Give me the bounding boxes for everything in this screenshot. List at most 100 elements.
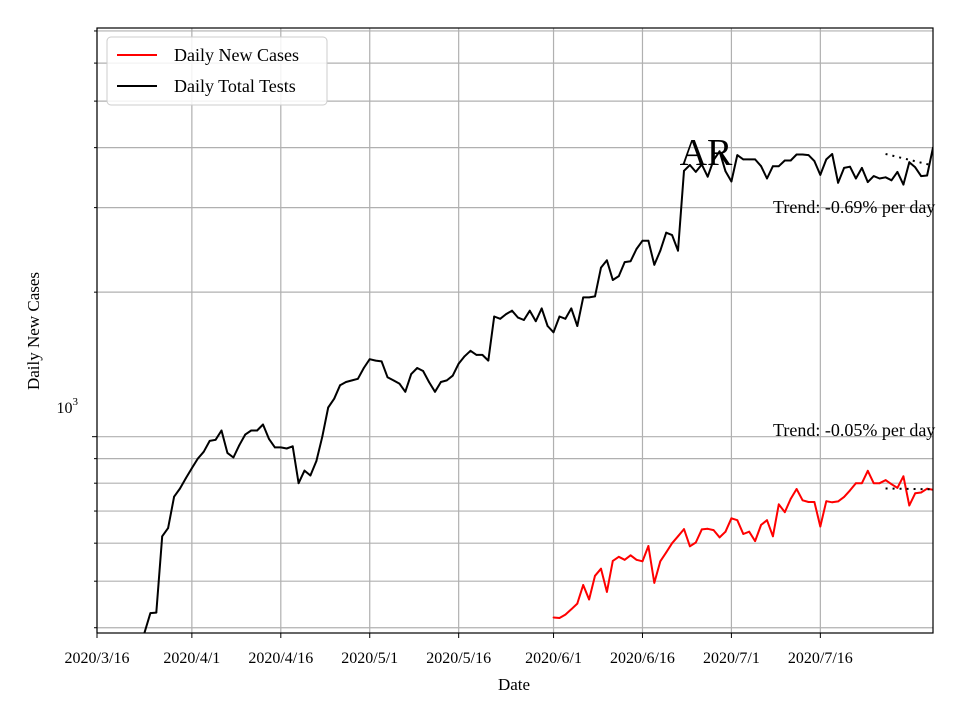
data-point-cases <box>700 528 703 531</box>
x-axis-title: Date <box>498 675 530 694</box>
x-tick-label: 2020/7/16 <box>788 650 853 667</box>
data-point-cases <box>641 560 644 563</box>
data-point-tests <box>345 381 347 383</box>
data-point-cases <box>938 484 940 486</box>
x-tick-label: 2020/5/1 <box>341 650 398 667</box>
data-point-tests <box>196 457 199 460</box>
data-point-tests <box>303 469 306 472</box>
data-point-tests <box>837 181 839 184</box>
data-point-tests <box>357 377 359 380</box>
data-point-tests <box>179 487 181 490</box>
data-point-cases <box>902 475 905 478</box>
data-point-tests <box>487 359 490 362</box>
data-point-tests <box>392 379 395 382</box>
data-point-tests <box>878 177 881 180</box>
series-layer <box>143 146 946 633</box>
data-point-tests <box>475 354 478 356</box>
data-point-tests <box>926 174 928 177</box>
data-point-tests <box>671 234 673 237</box>
data-point-tests <box>760 165 762 168</box>
data-point-tests <box>368 358 371 361</box>
data-point-tests <box>801 153 804 156</box>
data-point-tests <box>285 447 288 450</box>
data-point-tests <box>202 450 205 453</box>
data-point-cases <box>783 511 786 514</box>
data-point-cases <box>849 489 851 492</box>
data-point-tests <box>161 535 164 538</box>
data-point-tests <box>428 381 430 383</box>
data-point-tests <box>220 429 223 432</box>
trend-cases-label: Trend: -0.05% per day <box>773 420 935 440</box>
x-tick-label: 2020/3/16 <box>65 650 130 667</box>
data-point-cases <box>665 551 668 554</box>
data-point-cases <box>629 554 632 557</box>
data-point-cases <box>866 469 869 472</box>
data-point-cases <box>748 530 751 533</box>
data-point-tests <box>564 317 567 320</box>
data-point-tests <box>777 165 780 168</box>
data-point-tests <box>683 169 685 172</box>
data-point-cases <box>878 482 881 485</box>
data-point-tests <box>866 181 869 184</box>
data-point-cases <box>760 524 762 526</box>
data-point-tests <box>232 456 235 459</box>
data-point-cases <box>671 542 673 545</box>
data-point-tests <box>617 275 620 277</box>
data-point-tests <box>766 177 768 180</box>
data-point-tests <box>795 153 798 156</box>
data-point-tests <box>843 167 845 169</box>
data-point-tests <box>268 437 270 440</box>
data-point-cases <box>890 483 893 486</box>
data-point-cases <box>594 574 596 577</box>
data-point-cases <box>807 501 810 503</box>
data-point-tests <box>789 159 792 162</box>
data-point-cases <box>570 608 573 611</box>
data-point-cases <box>677 535 679 538</box>
data-point-tests <box>386 376 389 379</box>
data-point-tests <box>944 154 946 156</box>
data-point-cases <box>861 482 863 485</box>
data-point-tests <box>398 382 401 385</box>
data-point-cases <box>617 555 620 558</box>
data-point-tests <box>890 179 893 182</box>
data-point-cases <box>914 492 917 495</box>
legend-label-cases: Daily New Cases <box>174 45 299 65</box>
x-tick-label: 2020/4/1 <box>163 650 220 667</box>
data-point-tests <box>659 249 662 252</box>
data-point-cases <box>552 616 555 619</box>
data-point-tests <box>582 296 585 299</box>
x-tick-label: 2020/4/16 <box>248 650 313 667</box>
y-axis-title: Daily New Cases <box>24 272 43 390</box>
data-point-cases <box>706 527 709 530</box>
data-point-tests <box>629 260 632 263</box>
data-point-cases <box>872 482 875 485</box>
data-point-cases <box>576 602 579 605</box>
data-point-tests <box>694 171 697 173</box>
data-point-tests <box>262 423 264 426</box>
data-point-tests <box>250 429 253 432</box>
data-point-tests <box>724 170 727 173</box>
data-point-tests <box>499 317 502 320</box>
series-line-cases <box>553 469 933 619</box>
data-point-tests <box>706 175 709 178</box>
data-point-tests <box>315 460 318 462</box>
data-point-tests <box>149 612 152 614</box>
data-point-tests <box>511 309 513 312</box>
data-point-cases <box>588 598 590 601</box>
data-point-cases <box>884 479 887 481</box>
data-point-cases <box>813 501 816 503</box>
data-point-tests <box>173 495 176 498</box>
data-point-tests <box>641 239 644 242</box>
data-point-tests <box>410 373 413 375</box>
data-point-cases <box>843 496 845 498</box>
series-line-tests <box>143 146 933 633</box>
data-point-cases <box>730 517 733 520</box>
data-point-tests <box>279 446 282 449</box>
data-point-tests <box>291 445 294 448</box>
data-point-cases <box>819 525 822 528</box>
trend-line-tests <box>885 153 933 167</box>
data-point-tests <box>481 354 484 356</box>
data-point-tests <box>256 429 258 432</box>
data-point-tests <box>185 477 187 479</box>
data-point-tests <box>653 263 656 266</box>
